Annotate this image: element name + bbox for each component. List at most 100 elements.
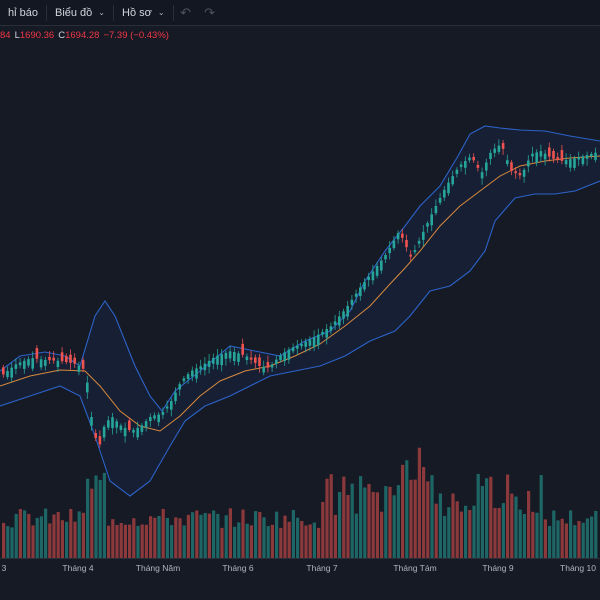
- candle-body: [10, 367, 13, 378]
- candle-body: [359, 287, 362, 297]
- candle-body: [241, 343, 244, 355]
- candle-body: [493, 148, 496, 153]
- candle-body: [107, 420, 110, 428]
- volume-bar: [140, 524, 144, 558]
- candle-body: [430, 214, 433, 226]
- candle-body: [543, 153, 547, 160]
- chart-menu-button[interactable]: Biểu đồ ⌄: [47, 0, 113, 26]
- volume-bar: [392, 495, 396, 558]
- volume-bar: [317, 527, 321, 558]
- volume-bar: [493, 507, 497, 558]
- undo-icon[interactable]: ↶: [180, 4, 191, 20]
- candle-body: [170, 401, 173, 410]
- candle-body: [594, 152, 597, 160]
- candle-body: [564, 160, 568, 165]
- chevron-down-icon: ⌄: [157, 8, 165, 17]
- candle-body: [90, 417, 93, 426]
- time-axis-line: [0, 558, 600, 559]
- volume-bar: [522, 513, 526, 558]
- candle-body: [94, 433, 97, 438]
- volume-bar: [144, 524, 148, 558]
- volume-bar: [556, 520, 560, 558]
- ohlc-legend: 84 L 1690.36 C 1694.28 −7.39 (−0.43%): [0, 30, 173, 44]
- candle-body: [60, 352, 64, 362]
- volume-bar: [371, 491, 375, 558]
- candle-body: [35, 348, 39, 359]
- volume-bar: [506, 474, 510, 558]
- candle-body: [451, 176, 454, 185]
- time-axis-label: Tháng 9: [482, 563, 514, 573]
- volume-bar: [56, 512, 60, 558]
- moving-average-line: [0, 155, 600, 432]
- volume-bar: [153, 517, 157, 558]
- volume-bar: [77, 511, 81, 558]
- candle-body: [350, 299, 354, 305]
- volume-bar: [333, 514, 337, 558]
- candle-body: [573, 158, 576, 168]
- candle-body: [178, 384, 181, 390]
- volume-bar: [279, 527, 283, 558]
- candle-body: [510, 162, 513, 172]
- candle-body: [312, 337, 316, 348]
- time-axis-label: Tháng 4: [62, 563, 94, 573]
- candle-body: [123, 427, 127, 437]
- volume-bar: [115, 525, 119, 558]
- candle-body: [514, 171, 517, 174]
- candle-body: [140, 425, 144, 432]
- volume-bar: [123, 524, 127, 558]
- volume-bar: [207, 513, 211, 558]
- candle-body: [39, 359, 43, 368]
- time-axis-label: 3: [1, 563, 7, 573]
- volume-bar: [585, 518, 589, 558]
- candle-body: [98, 436, 102, 445]
- volume-bar: [489, 476, 493, 558]
- close-value: 1694.28: [65, 30, 100, 41]
- candle-body: [186, 374, 190, 379]
- candle-body: [149, 417, 152, 422]
- candle-body: [191, 370, 194, 377]
- candle-body: [455, 169, 459, 174]
- volume-bar: [430, 475, 434, 558]
- candle-body: [262, 366, 265, 373]
- volume-bar: [434, 503, 438, 558]
- indicators-button[interactable]: hỉ báo: [0, 0, 46, 26]
- candle-body: [115, 421, 118, 428]
- volume-bar: [18, 509, 22, 558]
- volume-bar: [367, 484, 371, 558]
- candle-body: [392, 240, 396, 249]
- candle-body: [249, 357, 253, 360]
- volume-bar: [195, 510, 199, 558]
- volume-bar: [447, 507, 451, 558]
- volume-bar: [220, 527, 224, 558]
- profile-menu-button[interactable]: Hồ sơ ⌄: [114, 0, 173, 26]
- time-axis-label: Tháng 7: [306, 563, 338, 573]
- candle-body: [27, 359, 30, 366]
- change-value: −7.39 (−0.43%): [103, 30, 169, 41]
- candle-body: [23, 360, 26, 369]
- volume-bar: [199, 514, 203, 558]
- redo-icon[interactable]: ↷: [204, 4, 215, 20]
- volume-bar: [338, 491, 342, 558]
- candle-body: [497, 145, 501, 152]
- volume-bar: [388, 486, 392, 558]
- volume-bar: [212, 510, 216, 558]
- volume-bar: [132, 518, 136, 558]
- volume-bar: [375, 492, 379, 558]
- candle-body: [371, 271, 375, 281]
- candle-body: [539, 151, 543, 157]
- volume-bar: [275, 511, 279, 558]
- price-chart[interactable]: [0, 26, 600, 558]
- candle-body: [144, 421, 148, 428]
- close-key: C: [58, 30, 66, 41]
- volume-bar: [527, 490, 531, 558]
- candle-body: [342, 311, 345, 319]
- candle-body: [153, 415, 156, 419]
- candle-body: [590, 154, 593, 157]
- volume-bar: [237, 522, 241, 558]
- candle-body: [258, 357, 261, 367]
- volume-bar: [111, 519, 115, 558]
- volume-bar: [581, 522, 585, 558]
- volume-bar: [590, 516, 594, 558]
- candle-body: [111, 417, 114, 429]
- volume-bar: [300, 520, 304, 558]
